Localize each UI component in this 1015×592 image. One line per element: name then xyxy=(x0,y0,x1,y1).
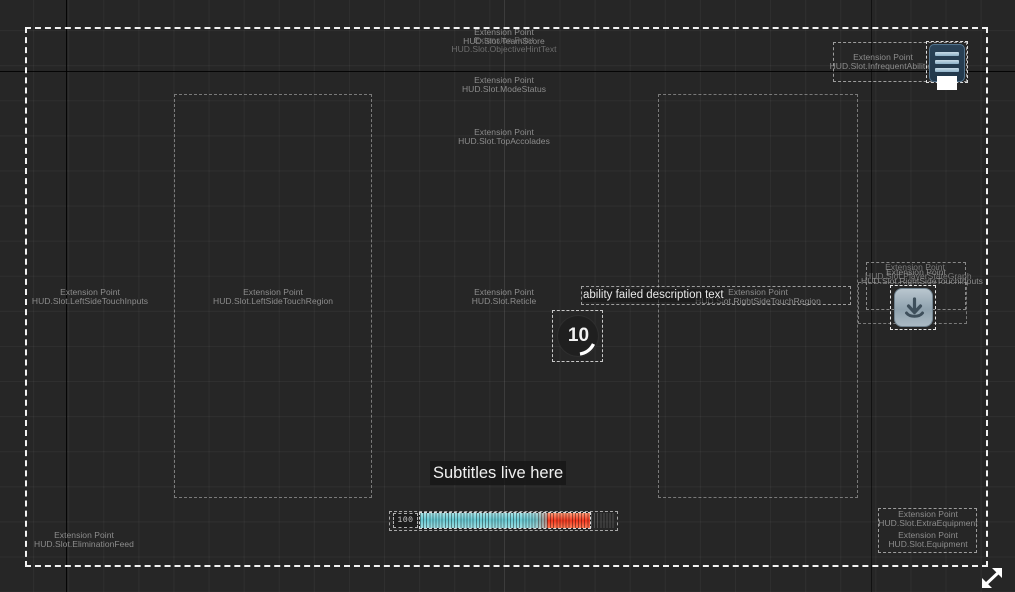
reticle-progress-arc xyxy=(579,343,596,356)
subtitles-text: Subtitles live here xyxy=(430,461,567,485)
reticle-circle xyxy=(557,315,599,357)
download-icon-frame xyxy=(890,285,936,330)
slot-region-equipment[interactable] xyxy=(878,508,977,553)
health-bar-empty-segments xyxy=(591,513,616,528)
grid-axis-center-vertical xyxy=(504,0,505,592)
ability-stack-icon[interactable] xyxy=(929,44,965,90)
grid-axis-vertical-right xyxy=(871,0,872,592)
ability-icon-bar-1 xyxy=(935,52,959,56)
slot-region-infrequent-abilities[interactable] xyxy=(833,42,967,82)
ability-icon-foot xyxy=(937,76,957,90)
grid-axis-vertical-left xyxy=(66,0,67,592)
slot-region-left-side-touch-region[interactable] xyxy=(174,94,372,498)
grid-axis-horizontal-top xyxy=(0,71,1015,72)
ability-failed-description-text: ability failed description text xyxy=(583,289,724,302)
health-bar-damage xyxy=(547,513,590,528)
health-bar xyxy=(419,512,591,529)
ability-icon-bar-3 xyxy=(935,68,959,72)
health-bar-fill xyxy=(420,513,547,528)
reticle-value: 10 xyxy=(567,325,590,346)
ability-failed-region xyxy=(581,286,851,305)
health-bar-region[interactable] xyxy=(389,511,618,531)
reticle-widget[interactable]: 10 xyxy=(552,310,603,362)
download-icon[interactable] xyxy=(894,288,933,327)
resize-handle-icon[interactable] xyxy=(978,565,1008,591)
health-value: 100 xyxy=(393,513,418,528)
ability-icon-bar-2 xyxy=(935,60,959,64)
viewport-safe-area-border xyxy=(25,27,988,567)
